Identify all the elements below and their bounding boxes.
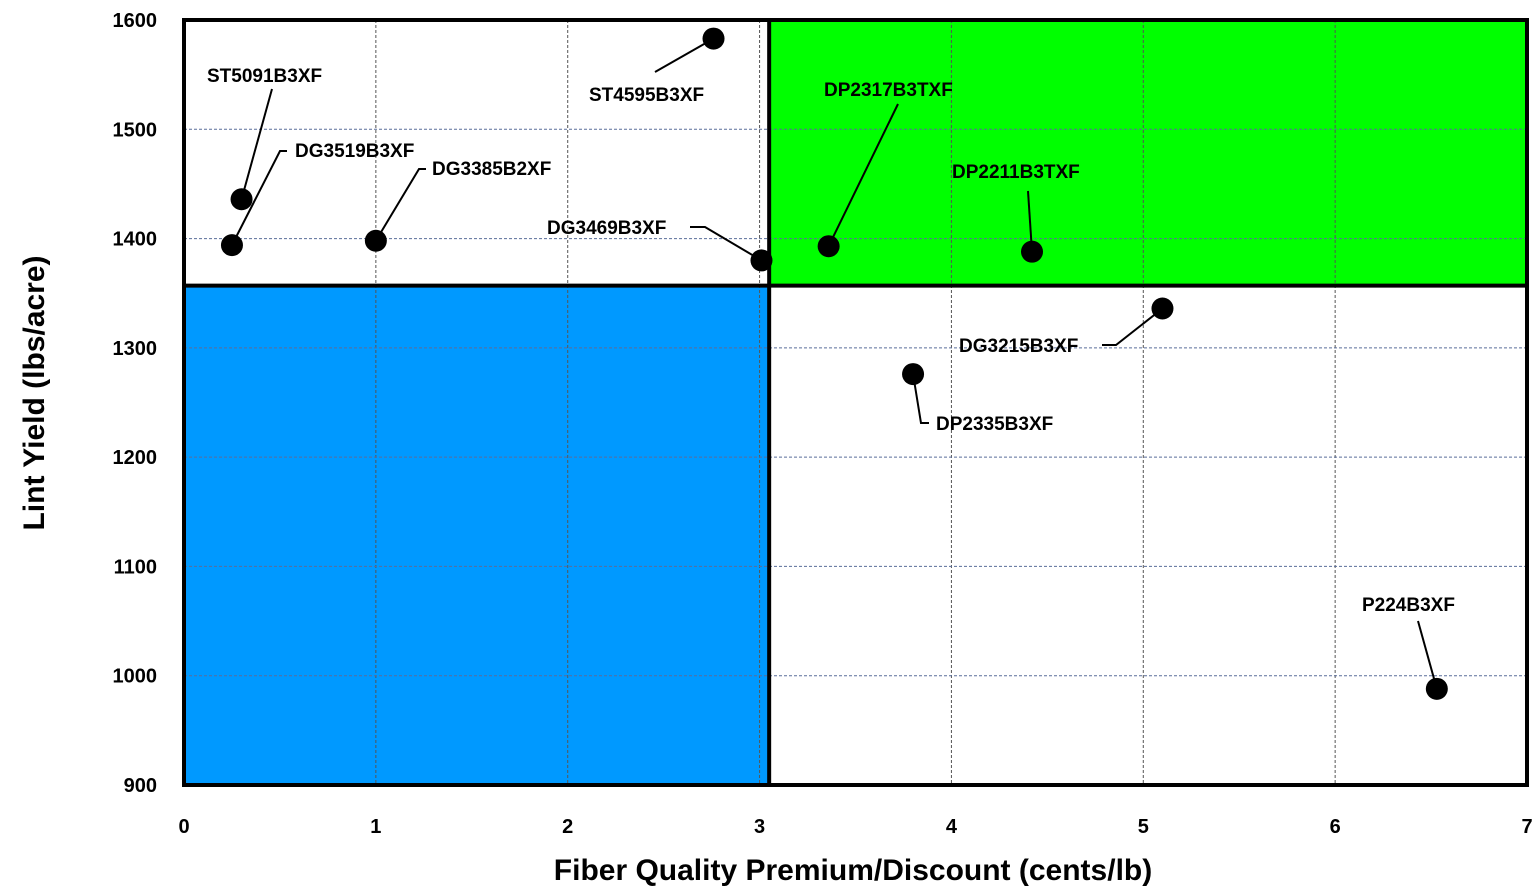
y-tick-label: 1400 — [113, 229, 158, 251]
quadrant-low-yield-low-quality — [184, 285, 770, 785]
leader-line — [1417, 620, 1438, 690]
y-tick-label: 1000 — [113, 666, 158, 688]
point-label: DG3469B3XF — [547, 218, 666, 239]
x-tick-label: 0 — [178, 816, 189, 838]
point-label: ST4595B3XF — [589, 85, 704, 106]
point-label: DG3385B2XF — [432, 159, 551, 180]
point-label: DG3519B3XF — [295, 141, 414, 162]
point-label: DG3215B3XF — [959, 336, 1078, 357]
data-point — [1151, 297, 1174, 320]
y-axis-title: Lint Yield (lbs/acre) — [18, 255, 51, 530]
leader-line — [912, 373, 929, 424]
point-labels: ST5091B3XF DG3519B3XF DG3385B2XF ST4595B3XF… — [207, 66, 1455, 616]
leader-line — [690, 226, 762, 262]
y-tick-label: 1600 — [113, 10, 158, 32]
quadrant-dividers — [184, 20, 1527, 785]
point-label: P224B3XF — [1362, 595, 1455, 616]
y-tick-label: 1300 — [113, 338, 158, 360]
data-point — [702, 27, 725, 50]
y-tick-label: 1500 — [113, 119, 158, 141]
leader-line — [375, 168, 426, 242]
point-label: ST5091B3XF — [207, 66, 322, 87]
x-tick-label: 6 — [1330, 816, 1341, 838]
x-tick-label: 7 — [1521, 816, 1532, 838]
y-tick-label: 900 — [124, 775, 157, 797]
point-label: DP2335B3XF — [936, 414, 1053, 435]
y-tick-label: 1100 — [114, 556, 157, 578]
data-point — [902, 363, 925, 386]
x-tick-label: 2 — [562, 816, 573, 838]
grid-lines — [184, 20, 1527, 785]
y-tick-label: 1200 — [113, 447, 158, 469]
quadrant-high-yield-high-quality — [769, 20, 1527, 286]
x-tick-label: 5 — [1138, 816, 1149, 838]
point-label: DP2211B3TXF — [952, 162, 1080, 183]
y-tick-labels: 900 1000 1100 1200 1300 1400 1500 1600 — [113, 10, 158, 797]
data-point — [1425, 677, 1448, 700]
x-tick-label: 1 — [370, 816, 381, 838]
data-point — [817, 235, 840, 258]
data-points — [220, 27, 1448, 700]
x-tick-label: 3 — [754, 816, 765, 838]
data-point — [364, 229, 387, 252]
x-tick-labels: 0 1 2 3 4 5 6 7 — [178, 816, 1532, 838]
x-tick-label: 4 — [946, 816, 958, 838]
data-point — [220, 234, 243, 257]
data-point — [750, 249, 773, 272]
x-axis-title: Fiber Quality Premium/Discount (cents/lb… — [554, 854, 1152, 887]
plot-frame — [182, 18, 1529, 787]
data-point — [1021, 240, 1044, 263]
leader-line — [240, 88, 273, 200]
data-point — [230, 188, 253, 211]
leader-line — [1102, 307, 1164, 346]
point-label: DP2317B3TXF — [824, 80, 953, 101]
leader-line — [827, 103, 899, 247]
leader-line — [654, 37, 715, 73]
quadrant-fills — [184, 20, 1527, 785]
leader-line — [231, 150, 287, 246]
